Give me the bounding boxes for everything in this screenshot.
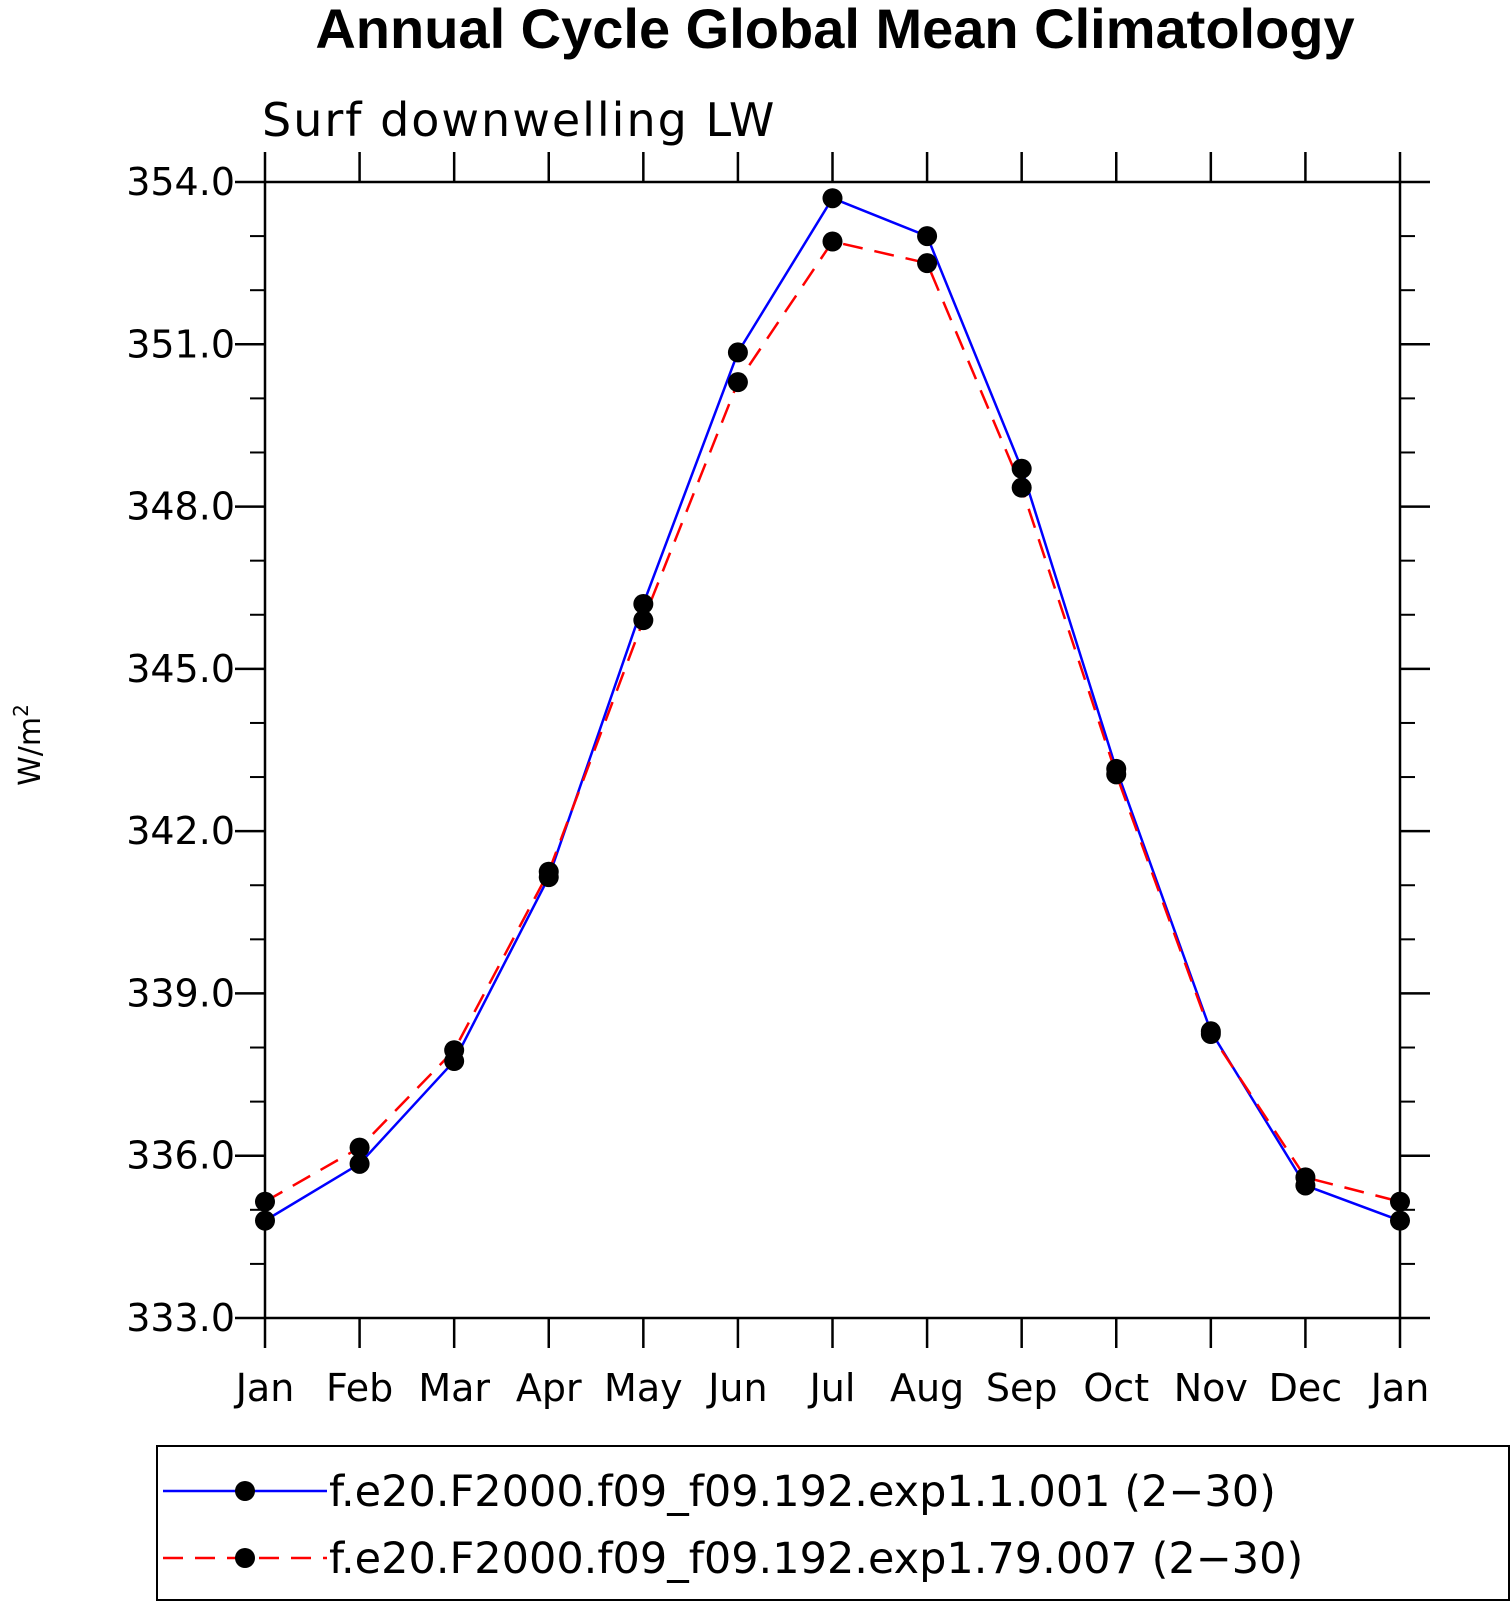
data-point-series-2	[727, 372, 748, 393]
data-point-series-2	[349, 1137, 370, 1158]
data-point-series-2	[633, 610, 654, 631]
x-tick-label: Sep	[986, 1366, 1058, 1410]
x-tick-label: Aug	[890, 1366, 964, 1410]
y-tick-label: 336.0	[126, 1134, 235, 1178]
data-point-series-2	[1200, 1024, 1221, 1044]
data-point-series-1	[917, 226, 938, 247]
data-point-series-2	[1390, 1191, 1410, 1212]
legend: f.e20.F2000.f09_f09.192.exp1.1.001 (2−30…	[156, 1445, 1510, 1601]
x-tick-label: Jan	[1369, 1366, 1430, 1410]
x-tick-label: May	[604, 1366, 683, 1410]
plot-frame	[263, 180, 1402, 1320]
x-tick-label: Apr	[516, 1366, 582, 1410]
y-axis-label: W/m2	[9, 704, 48, 786]
plot-area: Jan Feb Mar Apr May Jun Jul Aug Sep Oct Nov Dec Jan 3…	[126, 152, 1430, 1410]
y-tick-label: 339.0	[126, 971, 235, 1015]
y-tick-label: 354.0	[126, 160, 235, 204]
x-tick-label: Jun	[706, 1366, 767, 1410]
data-point-series-1	[1011, 458, 1032, 479]
legend-marker-series-2	[235, 1548, 255, 1568]
data-point-series-1	[633, 593, 654, 614]
data-point-series-2	[1011, 477, 1032, 498]
legend-box	[156, 1445, 1510, 1601]
data-point-series-2	[255, 1191, 275, 1212]
y-axis-label-text: W/m	[13, 717, 48, 786]
data-point-series-2	[822, 231, 843, 252]
x-tick-label: Jul	[808, 1366, 856, 1410]
data-point-series-1	[1390, 1210, 1410, 1231]
y-tick-label: 345.0	[126, 647, 235, 691]
y-tick-label: 342.0	[126, 809, 235, 853]
data-point-series-1	[255, 1210, 275, 1231]
x-tick-label: Jan	[234, 1366, 295, 1410]
data-point-series-1	[822, 188, 843, 209]
data-point-series-2	[1295, 1167, 1316, 1188]
data-point-series-2	[917, 253, 938, 274]
data-point-series-2	[538, 861, 559, 882]
legend-marker-series-1	[235, 1481, 255, 1501]
chart-subtitle: Surf downwelling LW	[262, 93, 776, 147]
x-tick-label: Mar	[418, 1366, 490, 1410]
data-point-series-2	[444, 1040, 465, 1061]
x-tick-label: Nov	[1174, 1366, 1248, 1410]
legend-label-series-2: f.e20.F2000.f09_f09.192.exp1.79.007 (2−3…	[329, 1534, 1303, 1584]
y-axis-label-superscript: 2	[9, 704, 33, 717]
data-point-series-1	[349, 1153, 370, 1174]
x-tick-label: Feb	[326, 1366, 393, 1410]
series-line-2	[264, 240, 1401, 1203]
y-tick-label: 333.0	[126, 1296, 235, 1340]
series-line-1	[264, 196, 1401, 1222]
data-point-series-1	[727, 342, 748, 363]
y-tick-label: 351.0	[126, 322, 235, 366]
x-tick-label: Dec	[1269, 1366, 1343, 1410]
x-tick-label: Oct	[1083, 1366, 1149, 1410]
y-tick-label: 348.0	[126, 485, 235, 529]
data-point-series-2	[1106, 764, 1127, 785]
legend-label-series-1: f.e20.F2000.f09_f09.192.exp1.1.001 (2−30…	[329, 1467, 1276, 1517]
chart-title: Annual Cycle Global Mean Climatology	[315, 0, 1354, 60]
